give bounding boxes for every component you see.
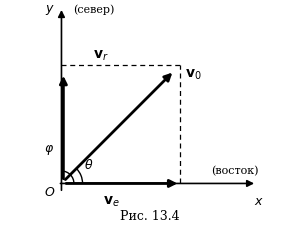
Text: (восток): (восток)	[211, 165, 259, 175]
Text: (север): (север)	[73, 4, 114, 15]
Text: $x$: $x$	[254, 194, 264, 207]
Text: θ: θ	[84, 158, 92, 171]
Text: φ: φ	[44, 141, 52, 154]
Text: $y$: $y$	[45, 3, 55, 17]
Text: Рис. 13.4: Рис. 13.4	[120, 209, 179, 222]
Text: $\mathbf{v}_e$: $\mathbf{v}_e$	[103, 194, 120, 208]
Text: $\mathbf{v}_0$: $\mathbf{v}_0$	[185, 68, 202, 82]
Text: $O$: $O$	[44, 185, 56, 198]
Text: $\mathbf{v}_r$: $\mathbf{v}_r$	[93, 49, 109, 63]
